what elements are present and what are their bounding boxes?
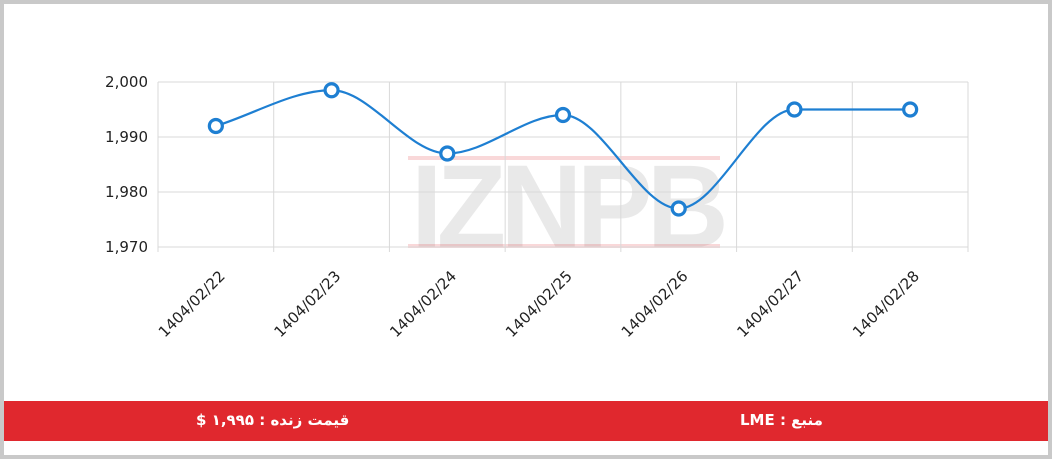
data-point xyxy=(439,145,456,162)
data-point xyxy=(323,82,340,99)
chart-card: IZNPB 1,970 1,980 1,990 2,000 1404/02/22 1404/… xyxy=(4,4,1048,455)
x-tick-label: 1404/02/24 xyxy=(386,267,460,341)
watermark-stripe xyxy=(408,156,720,160)
y-tick-label: 1,980 xyxy=(105,183,148,201)
x-tick-label: 1404/02/28 xyxy=(849,267,923,341)
data-point xyxy=(207,117,224,135)
y-tick-label: 1,970 xyxy=(105,238,148,256)
source-text: منبع : LME xyxy=(740,411,823,429)
data-point xyxy=(902,101,919,118)
x-tick-label: 1404/02/23 xyxy=(271,267,345,341)
live-price-text: قیمت زنده : ۱,۹۹۵ $ xyxy=(196,411,350,429)
y-tick-label: 2,000 xyxy=(105,73,148,91)
data-point xyxy=(670,200,687,217)
info-bar: قیمت زنده : ۱,۹۹۵ $ منبع : LME xyxy=(4,401,1048,441)
x-tick-label: 1404/02/22 xyxy=(155,267,229,341)
x-tick-label: 1404/02/26 xyxy=(618,267,692,341)
data-point xyxy=(554,106,572,124)
data-point xyxy=(786,101,803,118)
y-tick-label: 1,990 xyxy=(105,128,148,146)
x-tick-label: 1404/02/27 xyxy=(733,267,807,341)
watermark-stripe xyxy=(408,244,720,248)
bottom-strip xyxy=(4,441,1048,455)
x-tick-label: 1404/02/25 xyxy=(502,267,576,341)
